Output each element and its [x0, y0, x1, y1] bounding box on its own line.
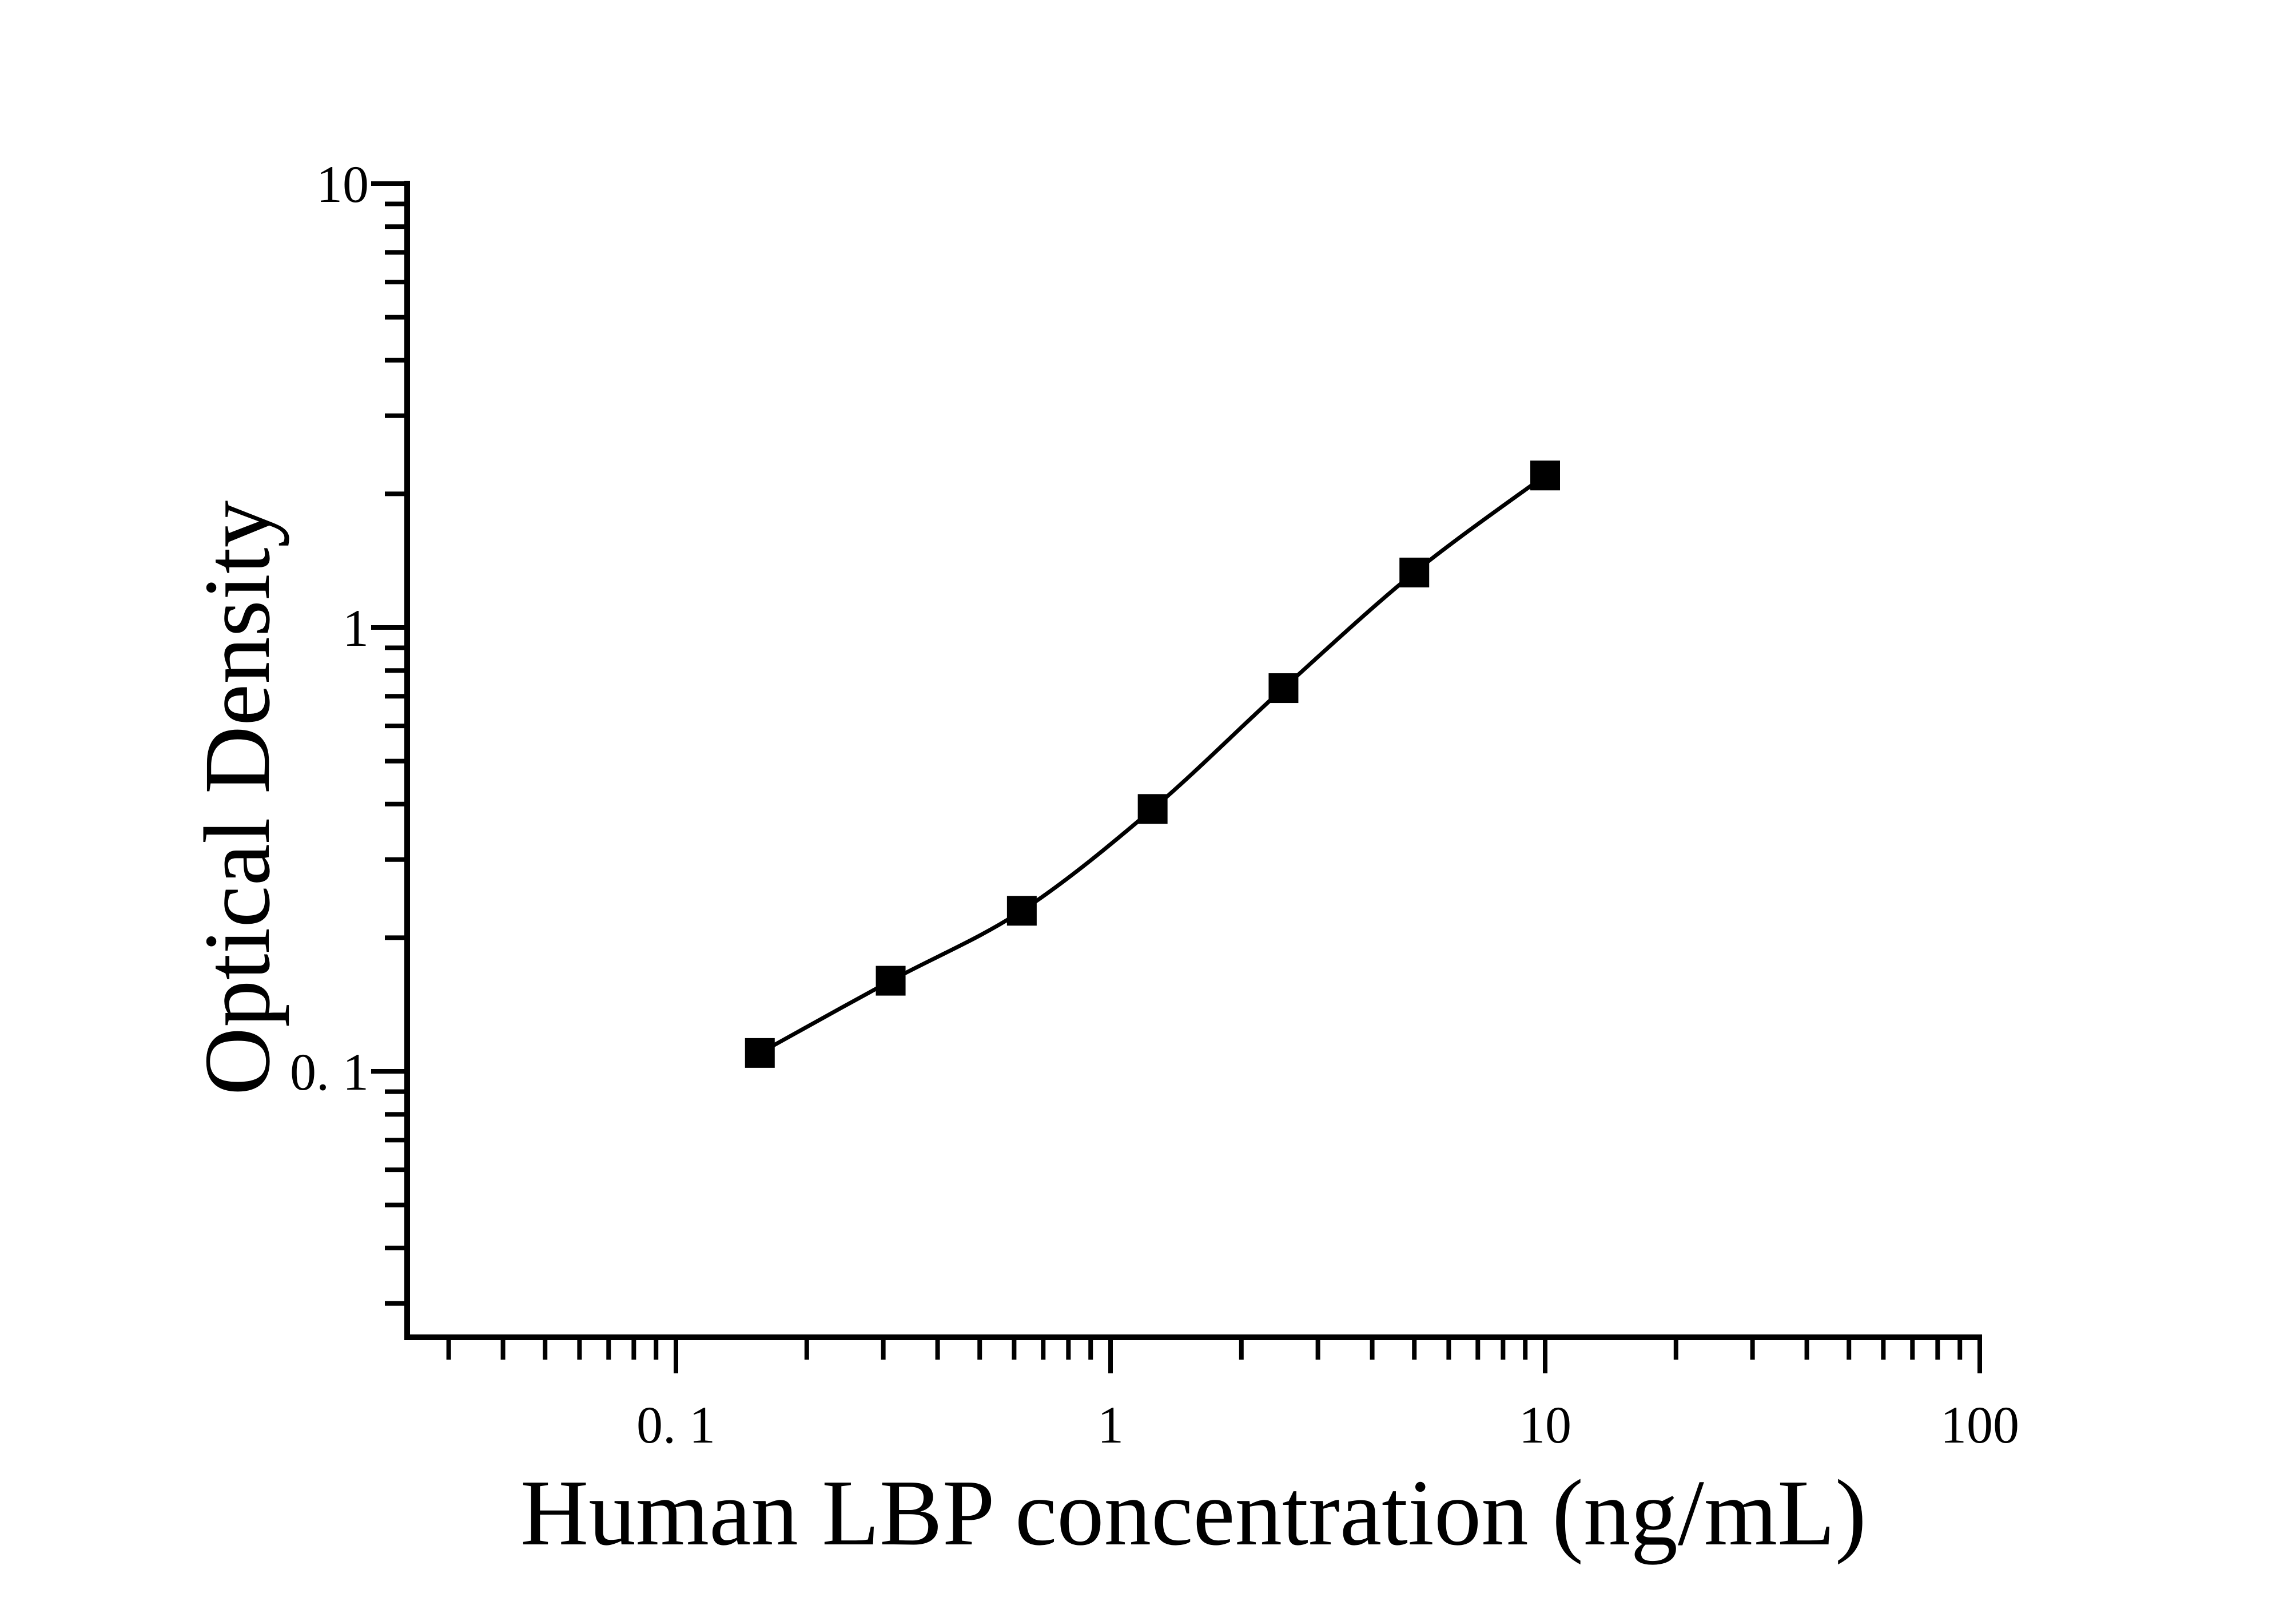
x-tick-label: 100 — [1940, 1396, 2019, 1454]
data-point-marker — [1399, 557, 1430, 587]
data-point-marker — [1268, 673, 1299, 704]
x-tick-label: 10 — [1519, 1396, 1571, 1454]
data-point-marker — [1006, 896, 1037, 926]
data-point-marker — [1530, 460, 1560, 491]
x-tick-label: 1 — [1097, 1396, 1124, 1454]
data-point-marker — [1137, 794, 1168, 824]
data-point-marker — [745, 1038, 775, 1068]
y-tick-label: 0. 1 — [290, 1043, 369, 1101]
y-axis-title: Optical Density — [185, 500, 289, 1095]
x-axis-title: Human LBP concentration (ng/mL) — [520, 1460, 1867, 1565]
y-tick-label: 10 — [316, 155, 369, 213]
x-tick-label: 0. 1 — [636, 1396, 715, 1454]
data-point-marker — [876, 966, 906, 996]
y-tick-label: 1 — [343, 599, 369, 657]
